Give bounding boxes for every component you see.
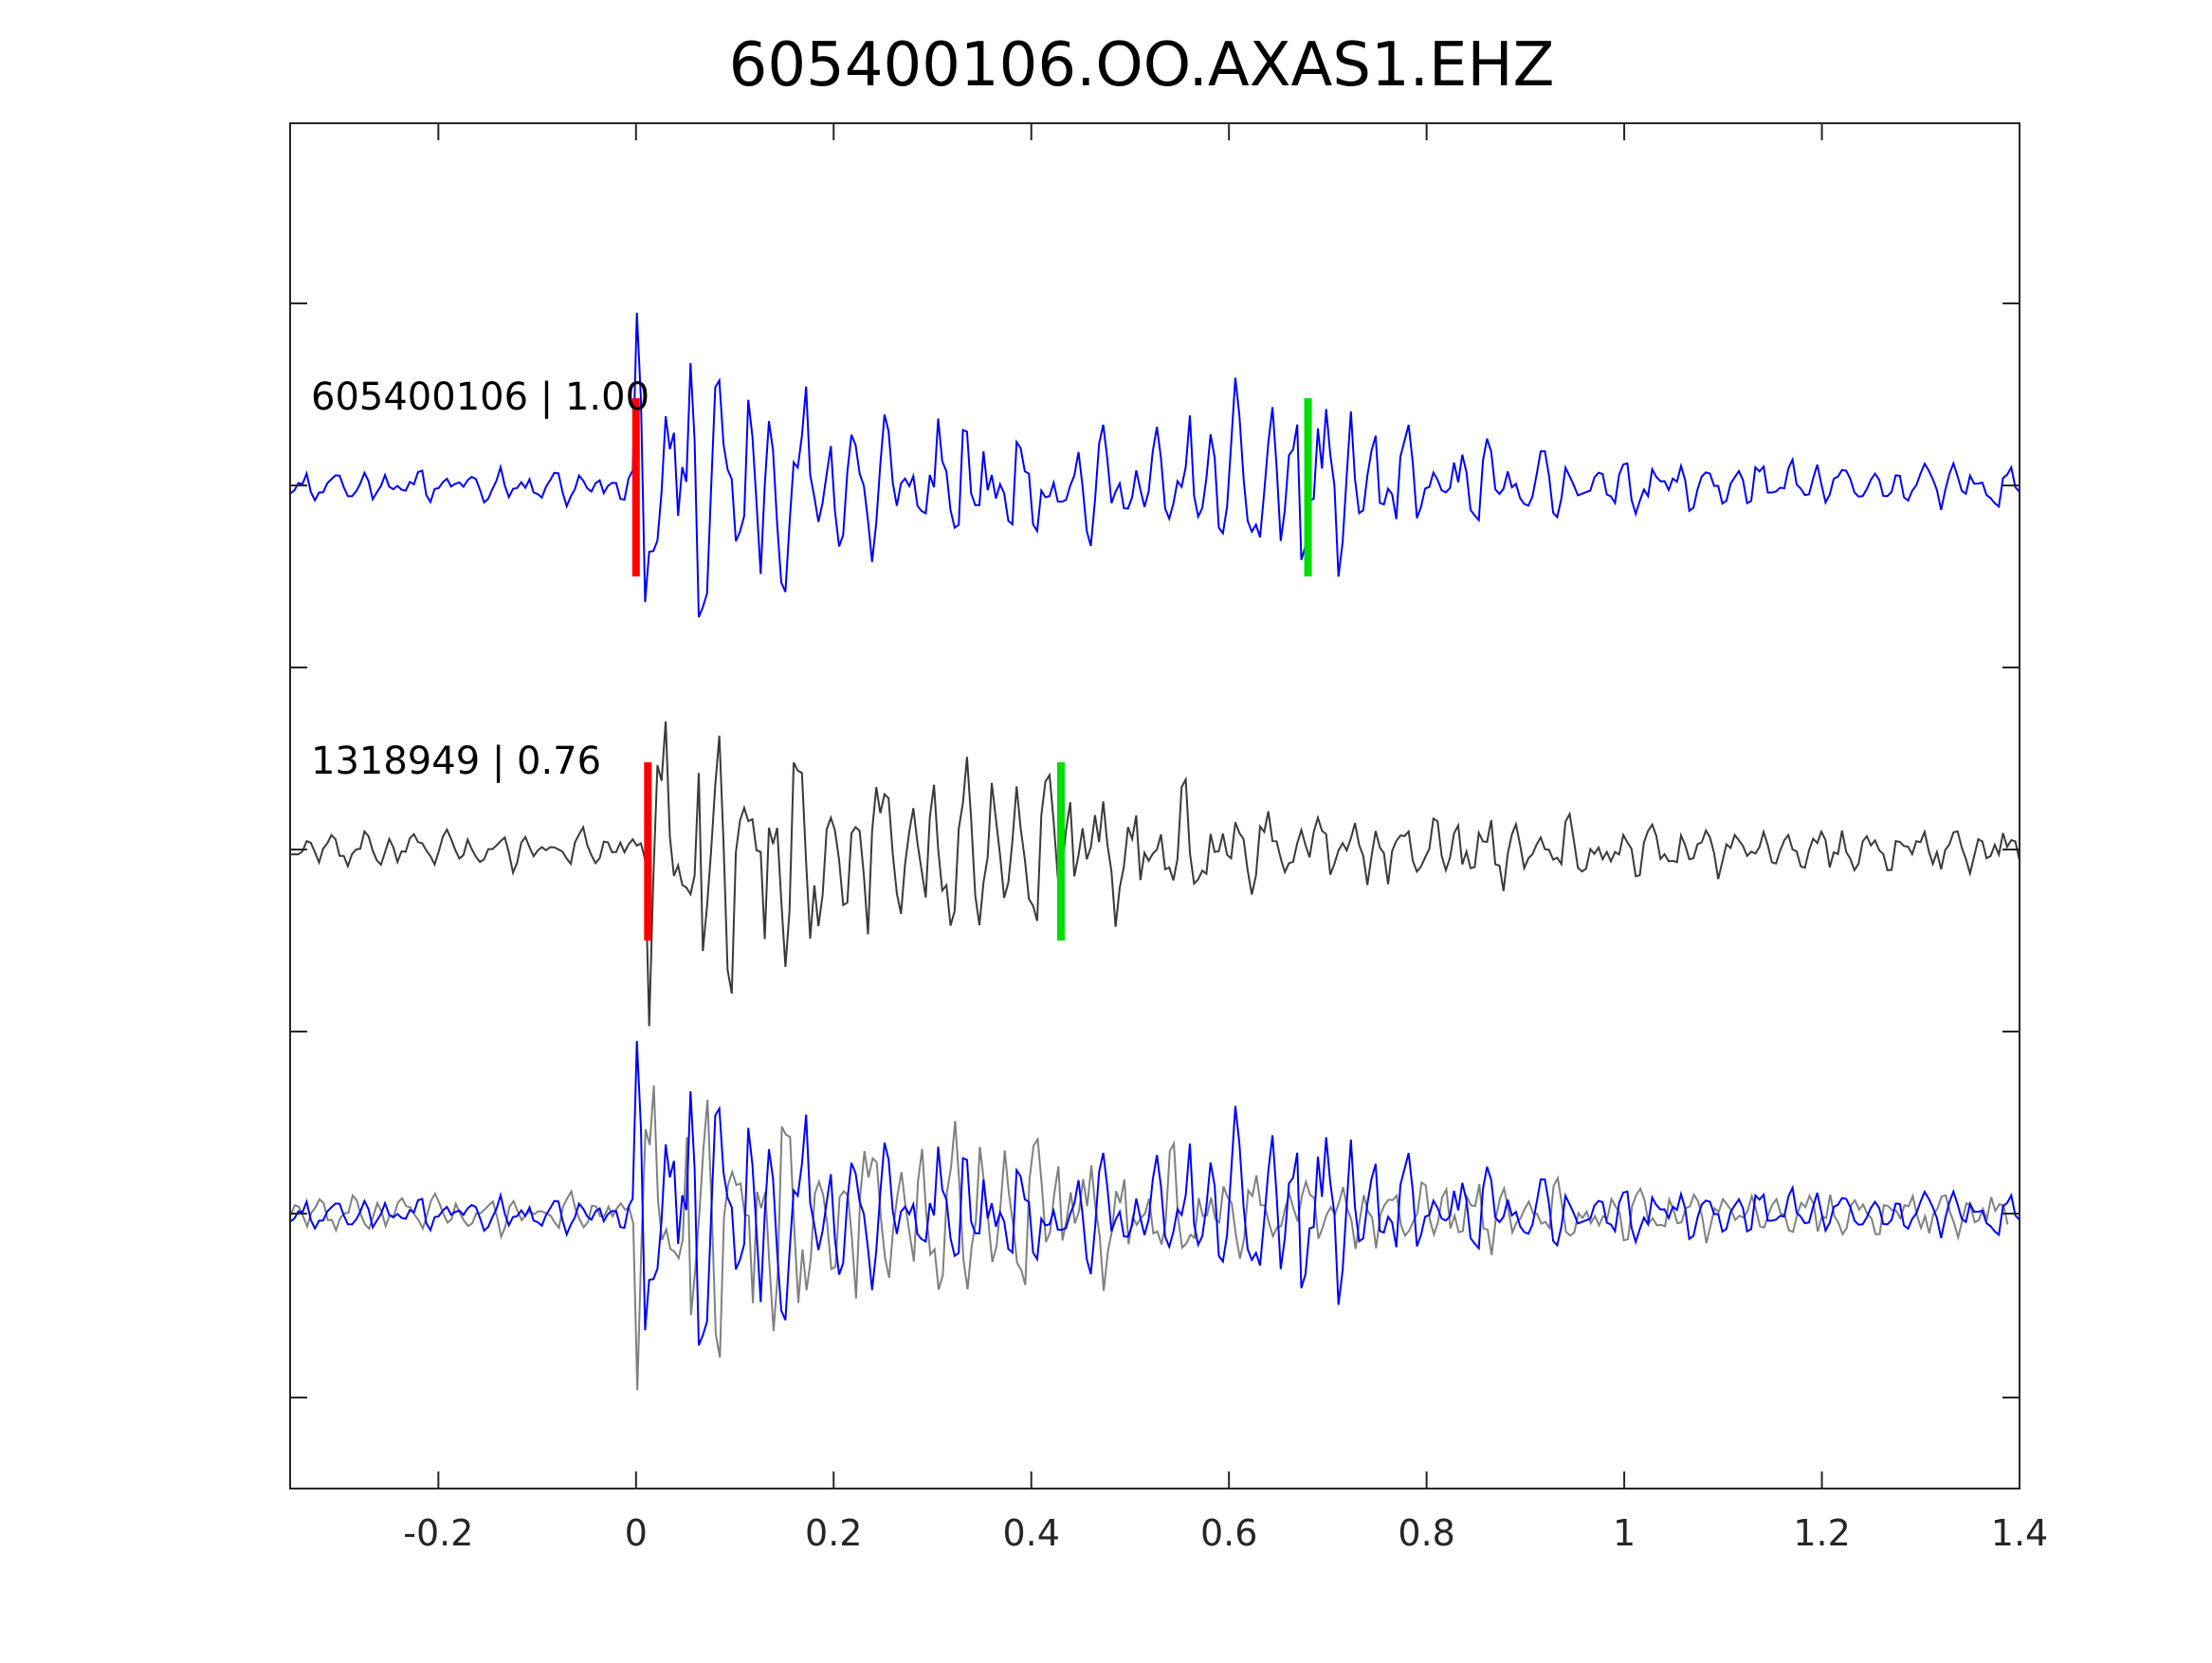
x-tick-label: 1.4 — [1991, 1512, 2048, 1554]
traces-layer: 605400106 | 1.00 1318949 | 0.76 — [290, 312, 2020, 1391]
x-tick-label: 0.4 — [1002, 1512, 1059, 1554]
trace-1-label: 605400106 | 1.00 — [311, 375, 649, 419]
x-tick-label: 1.2 — [1793, 1512, 1850, 1554]
x-tick-label: -0.2 — [403, 1512, 473, 1554]
trace-2-line — [290, 721, 2020, 1027]
x-tick-label: 0.8 — [1398, 1512, 1454, 1554]
axes-layer: -0.2 0 0.2 0.4 0.6 0.8 1 1.2 1.4 — [289, 122, 2048, 1554]
x-tick-label: 0.2 — [805, 1512, 862, 1554]
x-tick-label: 1 — [1613, 1512, 1636, 1554]
trace-2-label: 1318949 | 0.76 — [311, 740, 601, 783]
overlay-match-line — [290, 1085, 2009, 1391]
trace-1-line — [290, 312, 2020, 618]
x-tick-label: 0.6 — [1200, 1512, 1257, 1554]
chart-title: 605400106.OO.AXAS1.EHZ — [729, 30, 1555, 101]
axes-box — [289, 122, 2020, 1489]
x-tick-label: 0 — [625, 1512, 648, 1554]
overlay-template-line — [290, 1040, 2020, 1346]
